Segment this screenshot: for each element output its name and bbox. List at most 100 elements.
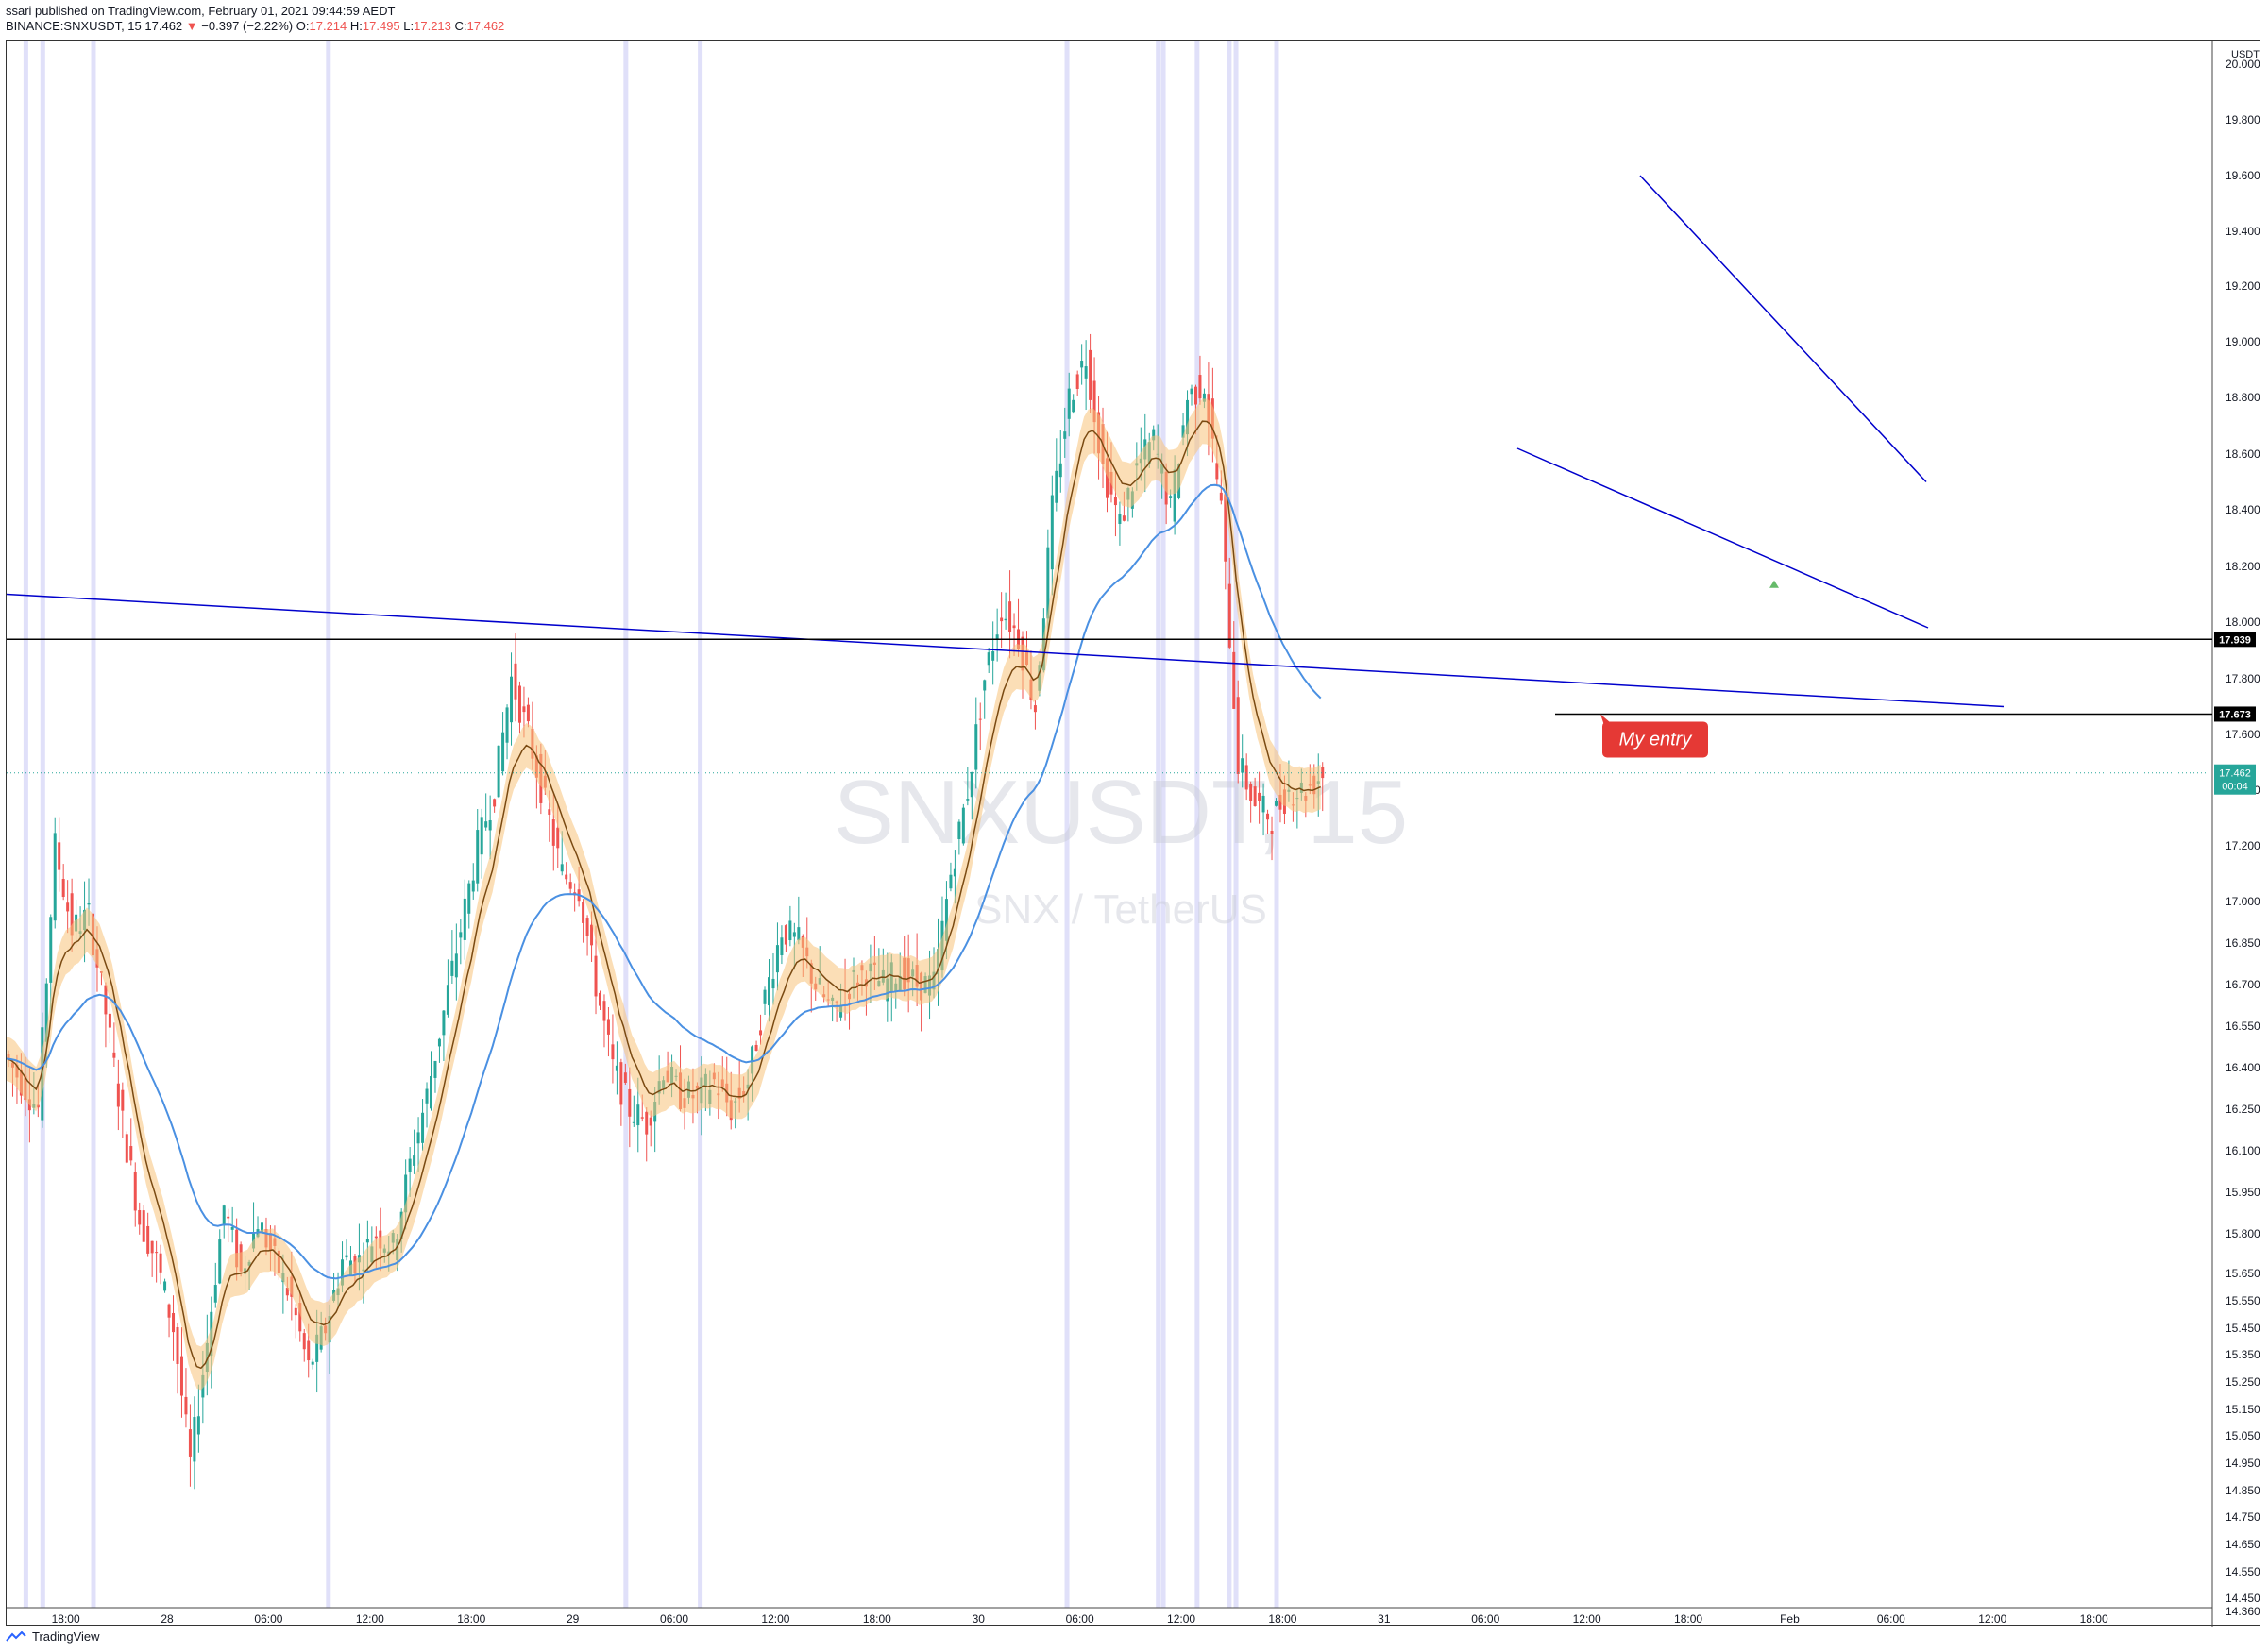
candle-body	[112, 1052, 116, 1058]
candle-body	[179, 1356, 183, 1396]
session-band	[1160, 41, 1166, 1608]
price-tick-label: 15.650	[2226, 1267, 2260, 1280]
candle-body	[987, 652, 990, 666]
session-band	[1064, 41, 1070, 1608]
candle-body	[413, 1155, 416, 1166]
candle-body	[1232, 651, 1236, 709]
candle-body	[522, 706, 526, 713]
time-tick-label: 06:00	[660, 1612, 688, 1626]
chart-area[interactable]: 14.360 14.450 14.550 14.650 14.750 14.850 14.9…	[6, 40, 2261, 1627]
time-tick-label: 18:00	[863, 1612, 891, 1626]
candle-body	[585, 918, 589, 936]
price-tick-label: 15.350	[2226, 1348, 2260, 1361]
candle-body	[446, 985, 449, 1015]
high-value: 17.495	[362, 19, 400, 33]
wedge-lower-trendline	[1516, 447, 1929, 629]
candle-body	[497, 745, 500, 798]
candle-body	[44, 983, 48, 1042]
candle-body	[751, 1046, 754, 1074]
candle-body	[1080, 361, 1084, 368]
candle-body	[484, 821, 488, 828]
level-price-text: 17.939	[2219, 634, 2251, 646]
candle-body	[602, 1001, 606, 1021]
high-label: H:	[349, 19, 363, 33]
ohlc-readout: BINANCE:SNXUSDT, 15 17.462 ▼ −0.397 (−2.…	[6, 19, 504, 34]
price-tick-label: 14.450	[2226, 1592, 2260, 1605]
candle-body	[213, 1285, 217, 1303]
price-tick-label: 17.000	[2226, 895, 2260, 908]
brand-label: TradingView	[32, 1629, 100, 1644]
candle-body	[768, 977, 770, 1006]
candle-body	[1215, 463, 1219, 480]
candle-body	[188, 1429, 192, 1457]
time-tick-label: 31	[1378, 1612, 1391, 1626]
candle-body	[1181, 425, 1185, 438]
close-label: C:	[454, 19, 467, 33]
candle-body	[594, 955, 598, 997]
watermark-pair: SNX / TetherUS	[974, 886, 1267, 933]
candle-body	[526, 704, 530, 722]
time-tick-label: 12:00	[356, 1612, 384, 1626]
session-band	[1274, 41, 1279, 1608]
candle-body	[953, 868, 956, 877]
price-tick-label: 18.400	[2226, 503, 2260, 516]
footer: TradingView	[6, 1629, 100, 1644]
price-tick-label: 14.850	[2226, 1484, 2260, 1497]
candle-body	[970, 771, 973, 798]
candle-body	[1190, 388, 1193, 395]
candle-body	[1258, 792, 1261, 801]
candle-body	[184, 1396, 188, 1415]
symbol-label: BINANCE:SNXUSDT, 15	[6, 19, 142, 33]
time-tick-label: 12:00	[1573, 1612, 1601, 1626]
candle-body	[408, 1158, 412, 1172]
candle-body	[49, 917, 53, 983]
candle-body	[1000, 617, 1004, 622]
candle-body	[1278, 794, 1282, 810]
candle-body	[421, 1112, 425, 1143]
candle-body	[1050, 495, 1054, 570]
candle-body	[1118, 514, 1122, 524]
candle-body	[125, 1134, 128, 1163]
candle-body	[235, 1229, 239, 1268]
candle-body	[155, 1252, 159, 1254]
time-tick-label: 18:00	[1674, 1612, 1702, 1626]
low-label: L:	[403, 19, 415, 33]
candle-body	[551, 819, 555, 846]
candle-body	[517, 685, 521, 723]
price-tick-label: 19.600	[2226, 169, 2260, 182]
long-trendline	[7, 593, 2005, 708]
candle-body	[978, 718, 982, 720]
price-tick-label: 18.600	[2226, 447, 2260, 461]
candle-body	[459, 932, 463, 938]
time-tick-label: 06:00	[1877, 1612, 1905, 1626]
time-tick-label: Feb	[1780, 1612, 1800, 1626]
candle-body	[294, 1307, 297, 1316]
price-tick-label: 15.800	[2226, 1227, 2260, 1240]
candle-body	[763, 989, 767, 1004]
candle-body	[1261, 795, 1265, 813]
candle-body	[129, 1146, 133, 1161]
time-tick-label: 06:00	[254, 1612, 282, 1626]
candle-body	[599, 992, 601, 1006]
candle-body	[505, 707, 509, 743]
candle-body	[430, 1075, 432, 1109]
candle-body	[1106, 458, 1109, 498]
price-tick-label: 19.200	[2226, 279, 2260, 293]
candle-body	[261, 1222, 263, 1233]
candle-body	[298, 1303, 302, 1332]
candle-body	[961, 807, 965, 844]
candle-body	[176, 1327, 179, 1364]
last-price-text: 17.462	[2219, 768, 2251, 780]
time-tick-label: 12:00	[1167, 1612, 1195, 1626]
close-value: 17.462	[466, 19, 505, 33]
candle-body	[640, 1117, 644, 1119]
price-tick-label: 16.100	[2226, 1144, 2260, 1157]
candle-body	[218, 1239, 222, 1284]
candle-body	[1227, 583, 1231, 648]
candle-body	[995, 634, 999, 639]
price-tick-label: 17.600	[2226, 728, 2260, 741]
candle-body	[437, 1038, 441, 1047]
last-price-tag	[2214, 764, 2256, 795]
